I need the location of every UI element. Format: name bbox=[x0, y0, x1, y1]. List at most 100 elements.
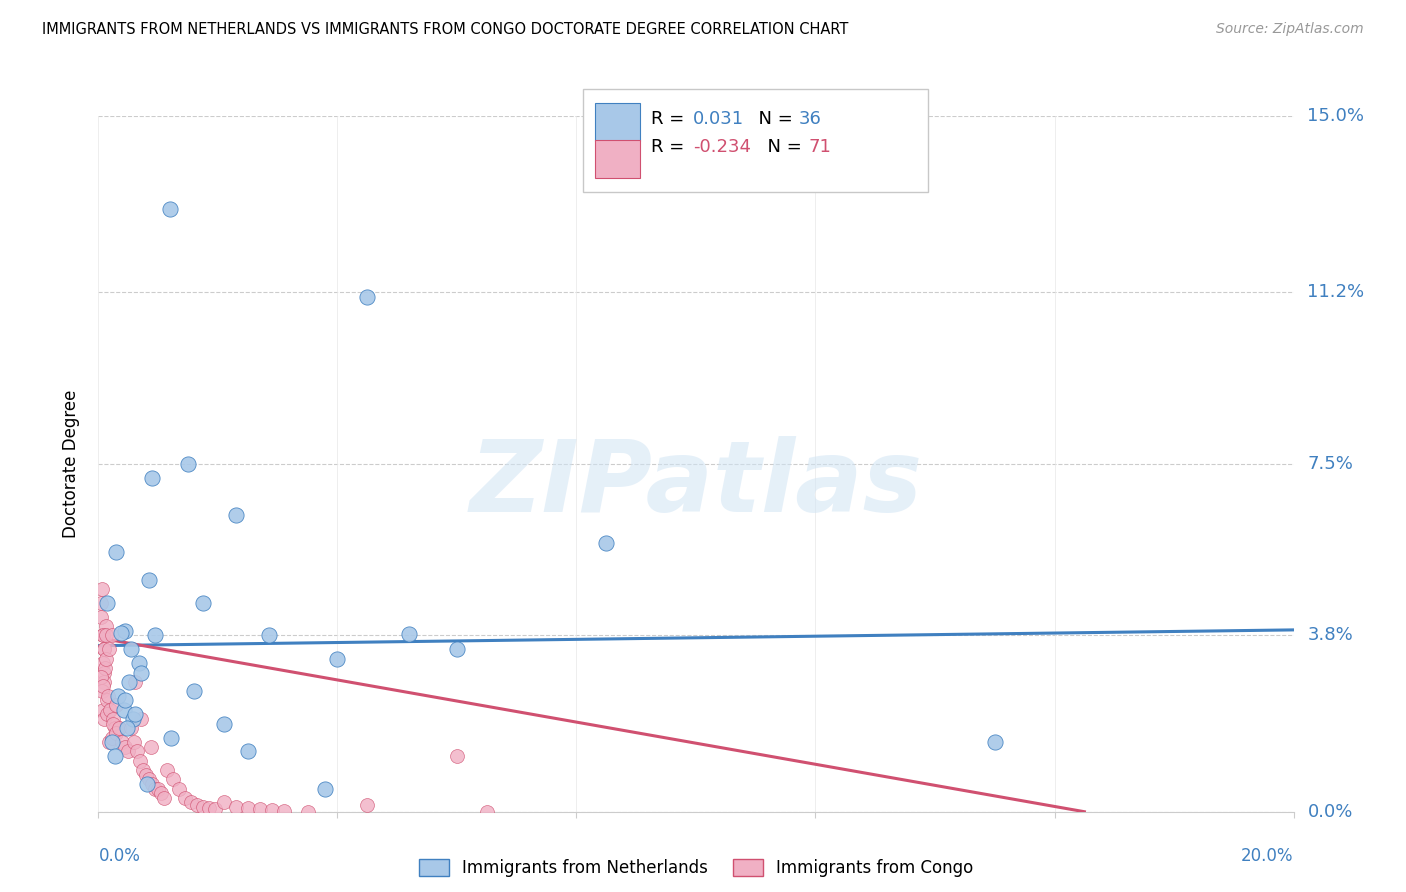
Point bbox=[136, 777, 159, 791]
Point bbox=[108, 721, 131, 735]
Text: N =: N = bbox=[756, 138, 808, 156]
Point bbox=[148, 781, 170, 796]
Point bbox=[138, 573, 160, 587]
Point bbox=[138, 772, 160, 787]
Point bbox=[186, 797, 208, 812]
Point bbox=[249, 802, 271, 816]
Point bbox=[112, 703, 135, 717]
Point bbox=[91, 680, 114, 694]
Point bbox=[141, 471, 163, 485]
Point bbox=[105, 545, 128, 559]
Point bbox=[91, 684, 114, 698]
Point bbox=[475, 805, 498, 819]
Point bbox=[177, 457, 200, 471]
Point bbox=[150, 786, 173, 800]
Point bbox=[104, 721, 127, 735]
Point bbox=[225, 508, 247, 522]
Point bbox=[131, 712, 153, 726]
Point bbox=[97, 689, 120, 703]
Text: 20.0%: 20.0% bbox=[1241, 847, 1294, 864]
Point bbox=[356, 797, 378, 812]
Point bbox=[204, 802, 226, 816]
Text: IMMIGRANTS FROM NETHERLANDS VS IMMIGRANTS FROM CONGO DOCTORATE DEGREE CORRELATIO: IMMIGRANTS FROM NETHERLANDS VS IMMIGRANT… bbox=[42, 22, 849, 37]
Point bbox=[167, 781, 190, 796]
Point bbox=[446, 642, 468, 657]
Point bbox=[124, 674, 146, 689]
Point bbox=[135, 767, 157, 781]
Point bbox=[100, 628, 122, 642]
Text: 15.0%: 15.0% bbox=[1308, 107, 1364, 125]
Point bbox=[115, 721, 138, 735]
Point bbox=[120, 721, 142, 735]
Point bbox=[212, 796, 235, 810]
Text: 3.8%: 3.8% bbox=[1308, 626, 1353, 644]
Text: -0.234: -0.234 bbox=[693, 138, 751, 156]
Text: 11.2%: 11.2% bbox=[1308, 284, 1365, 301]
Point bbox=[98, 735, 121, 749]
Point bbox=[111, 735, 134, 749]
Text: 7.5%: 7.5% bbox=[1308, 455, 1354, 473]
Point bbox=[107, 689, 129, 703]
Point bbox=[983, 735, 1005, 749]
Point bbox=[98, 703, 122, 717]
Point bbox=[110, 626, 132, 640]
Point bbox=[153, 790, 176, 805]
Point bbox=[93, 665, 115, 680]
Point bbox=[90, 670, 112, 684]
Y-axis label: Doctorate Degree: Doctorate Degree bbox=[62, 390, 80, 538]
Point bbox=[273, 804, 295, 818]
Point bbox=[191, 596, 214, 610]
Point bbox=[236, 801, 259, 815]
Point bbox=[314, 781, 337, 796]
Legend: Immigrants from Netherlands, Immigrants from Congo: Immigrants from Netherlands, Immigrants … bbox=[412, 852, 980, 883]
Point bbox=[100, 731, 122, 745]
Point bbox=[96, 651, 118, 665]
Point bbox=[159, 202, 181, 216]
Point bbox=[174, 790, 197, 805]
Point bbox=[129, 754, 152, 768]
Point bbox=[114, 624, 136, 638]
Point bbox=[143, 628, 166, 642]
Text: 0.0%: 0.0% bbox=[1308, 803, 1353, 821]
Point bbox=[198, 801, 221, 815]
Point bbox=[446, 749, 468, 764]
Point bbox=[398, 627, 420, 641]
Point bbox=[260, 803, 283, 817]
Point bbox=[91, 657, 114, 671]
Point bbox=[127, 744, 149, 758]
Point bbox=[93, 642, 115, 657]
Point bbox=[356, 290, 378, 304]
Point bbox=[595, 535, 617, 549]
Point bbox=[236, 744, 259, 758]
Point bbox=[114, 693, 136, 707]
Point bbox=[105, 698, 128, 712]
Point bbox=[93, 674, 115, 689]
Point bbox=[326, 651, 349, 665]
Point bbox=[141, 777, 163, 791]
Point bbox=[91, 582, 114, 596]
Point bbox=[122, 712, 145, 726]
Point bbox=[94, 619, 117, 633]
Point bbox=[114, 739, 136, 754]
Text: R =: R = bbox=[651, 138, 690, 156]
Text: Source: ZipAtlas.com: Source: ZipAtlas.com bbox=[1216, 22, 1364, 37]
Point bbox=[96, 693, 118, 707]
Text: R =: R = bbox=[651, 110, 690, 128]
Point bbox=[100, 735, 122, 749]
Point bbox=[162, 772, 184, 787]
Point bbox=[183, 684, 205, 698]
Point bbox=[139, 739, 162, 754]
Point bbox=[90, 610, 112, 624]
Point bbox=[225, 800, 247, 814]
Point bbox=[93, 712, 115, 726]
Point bbox=[93, 642, 115, 657]
Point bbox=[91, 628, 114, 642]
Point bbox=[91, 628, 114, 642]
Point bbox=[94, 628, 117, 642]
Point bbox=[108, 721, 131, 735]
Point bbox=[104, 749, 127, 764]
Point bbox=[128, 657, 150, 671]
Point bbox=[212, 716, 235, 731]
Point bbox=[124, 735, 146, 749]
Point bbox=[156, 763, 179, 777]
